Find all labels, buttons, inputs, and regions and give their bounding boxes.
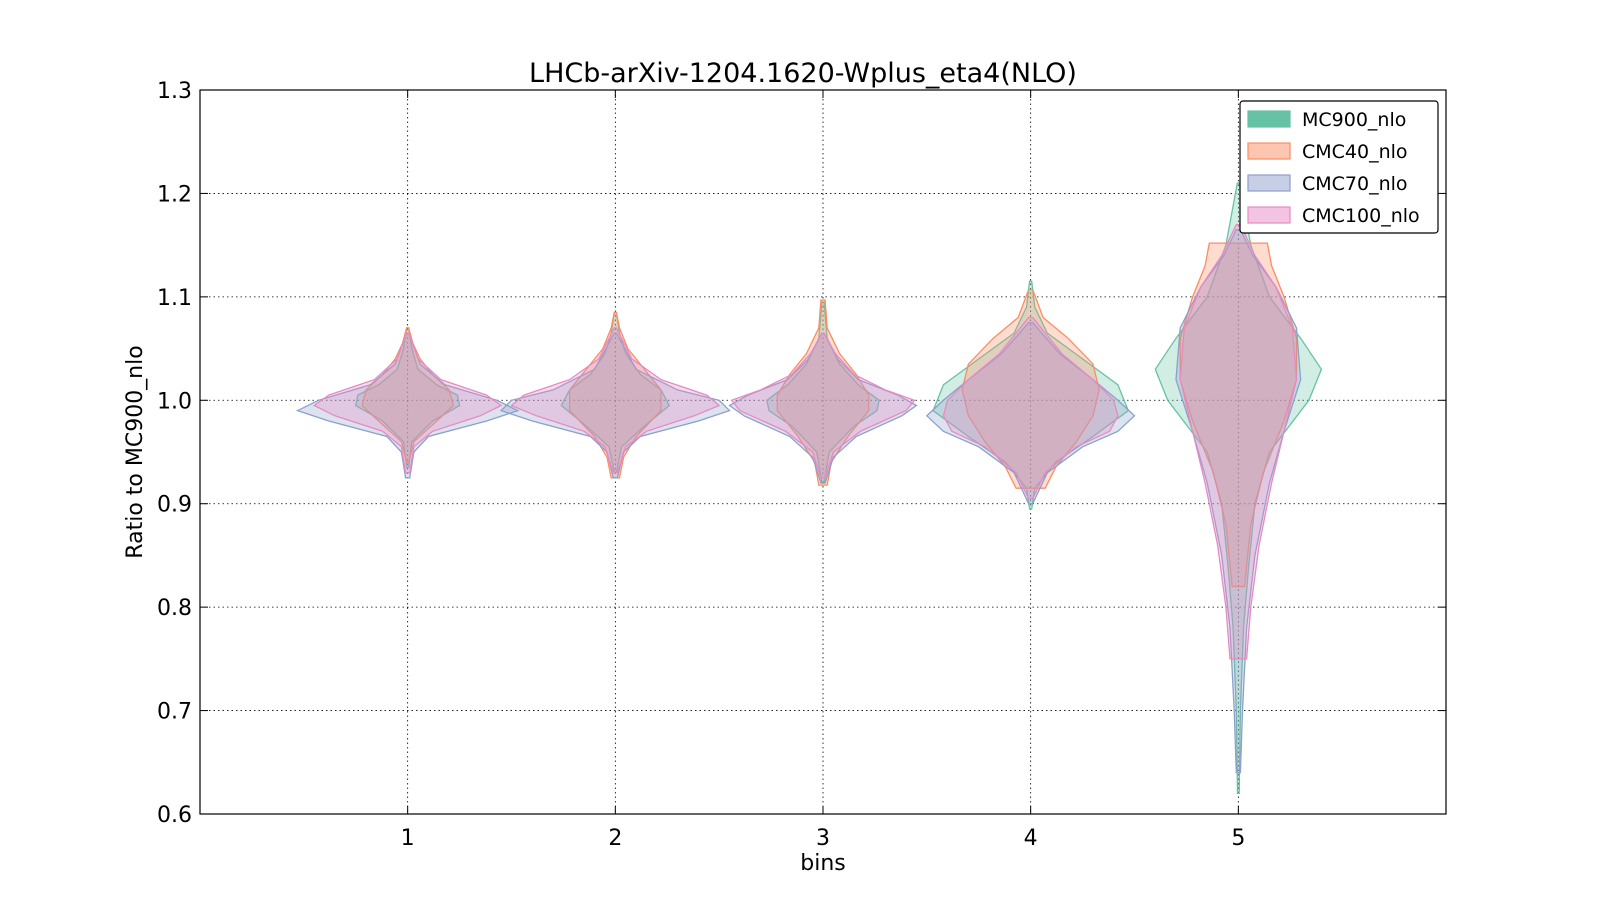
axis-ticks: 0.6 0.7 0.8 0.9 1.0 1.1 1.2 1.3 1 2 3 4 5 [157, 79, 1446, 851]
y-tick-label: 1.3 [157, 79, 192, 104]
y-tick-label: 0.8 [157, 596, 192, 621]
series-CMC70_nlo [295, 228, 1302, 774]
legend-label: CMC40_nlo [1302, 141, 1408, 163]
legend-swatch [1247, 174, 1291, 192]
y-tick-label: 1.0 [157, 389, 192, 414]
legend: MC900_nlo CMC40_nlo CMC70_nlo CMC100_nlo [1239, 100, 1439, 234]
violin-CMC70_nlo-bin-4 [925, 322, 1136, 505]
violin-CMC40_nlo-bin-2 [568, 311, 662, 479]
violin-CMC100_nlo-bin-2 [510, 327, 721, 474]
violin-CMC100_nlo-bin-5 [1179, 223, 1298, 660]
legend-label: MC900_nlo [1302, 109, 1406, 131]
grid-lines [200, 90, 1446, 814]
legend-swatch [1247, 110, 1291, 128]
violin-CMC100_nlo-bin-3 [730, 332, 916, 479]
y-tick-label: 0.7 [157, 700, 192, 725]
violin-CMC40_nlo-bin-1 [361, 327, 455, 463]
x-tick-label: 3 [816, 826, 830, 851]
violin-CMC40_nlo-bin-4 [961, 288, 1100, 489]
legend-swatch [1247, 142, 1291, 160]
series-MC900_nlo [354, 182, 1323, 794]
violin-MC900_nlo-bin-5 [1154, 182, 1323, 794]
legend-box [1239, 100, 1439, 234]
violins [295, 182, 1323, 794]
violin-CMC40_nlo-bin-3 [776, 299, 870, 486]
x-axis-label: bins [800, 851, 845, 876]
x-tick-label: 4 [1024, 826, 1038, 851]
x-tick-label: 1 [401, 826, 415, 851]
series-CMC100_nlo [312, 223, 1298, 660]
legend-label: CMC70_nlo [1302, 173, 1408, 195]
legend-swatch [1247, 206, 1291, 224]
y-tick-label: 1.2 [157, 182, 192, 207]
violin-CMC70_nlo-bin-5 [1175, 228, 1302, 774]
violin-CMC100_nlo-bin-1 [312, 332, 503, 474]
x-tick-label: 2 [608, 826, 622, 851]
x-tick-label: 5 [1231, 826, 1245, 851]
y-tick-label: 0.6 [157, 803, 192, 828]
y-axis-label: Ratio to MC900_nlo [123, 345, 148, 558]
legend-label: CMC100_nlo [1302, 205, 1420, 227]
y-tick-label: 1.1 [157, 286, 192, 311]
chart-title: LHCb-arXiv-1204.1620-Wplus_eta4(NLO) [529, 58, 1077, 89]
violin-CMC100_nlo-bin-4 [942, 316, 1119, 500]
violin-CMC40_nlo-bin-5 [1179, 242, 1298, 588]
violin-MC900_nlo-bin-3 [766, 301, 880, 484]
y-tick-label: 0.9 [157, 493, 192, 518]
series-CMC40_nlo [361, 242, 1298, 588]
